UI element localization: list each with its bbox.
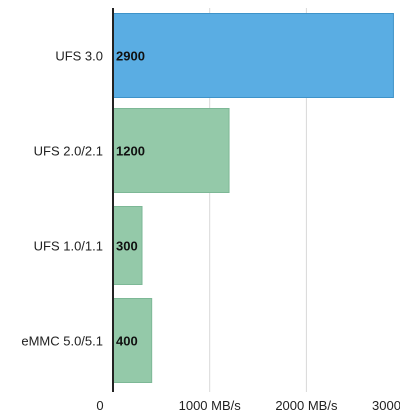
x-tick-label: 0 — [96, 398, 103, 413]
value-label: 2900 — [116, 49, 145, 64]
category-label: UFS 3.0 — [55, 49, 103, 64]
bar-ufs-3-0 — [112, 13, 394, 98]
value-label: 300 — [116, 239, 138, 254]
x-tick-label: 1000 MB/s — [179, 398, 242, 413]
category-label: UFS 2.0/2.1 — [34, 144, 103, 159]
category-label: eMMC 5.0/5.1 — [21, 334, 103, 349]
x-tick-label: 3000 MB/s — [372, 398, 400, 413]
bar-ufs-1-0-1-1 — [112, 206, 143, 285]
value-label: 400 — [116, 334, 138, 349]
labels: 0 1000 MB/s 2000 MB/s 3000 MB/s UFS 3.0 2900 U… — [21, 49, 400, 414]
value-label: 1200 — [116, 144, 145, 159]
x-tick-label: 2000 MB/s — [275, 398, 338, 413]
category-label: UFS 1.0/1.1 — [34, 239, 103, 254]
bars — [112, 13, 394, 383]
